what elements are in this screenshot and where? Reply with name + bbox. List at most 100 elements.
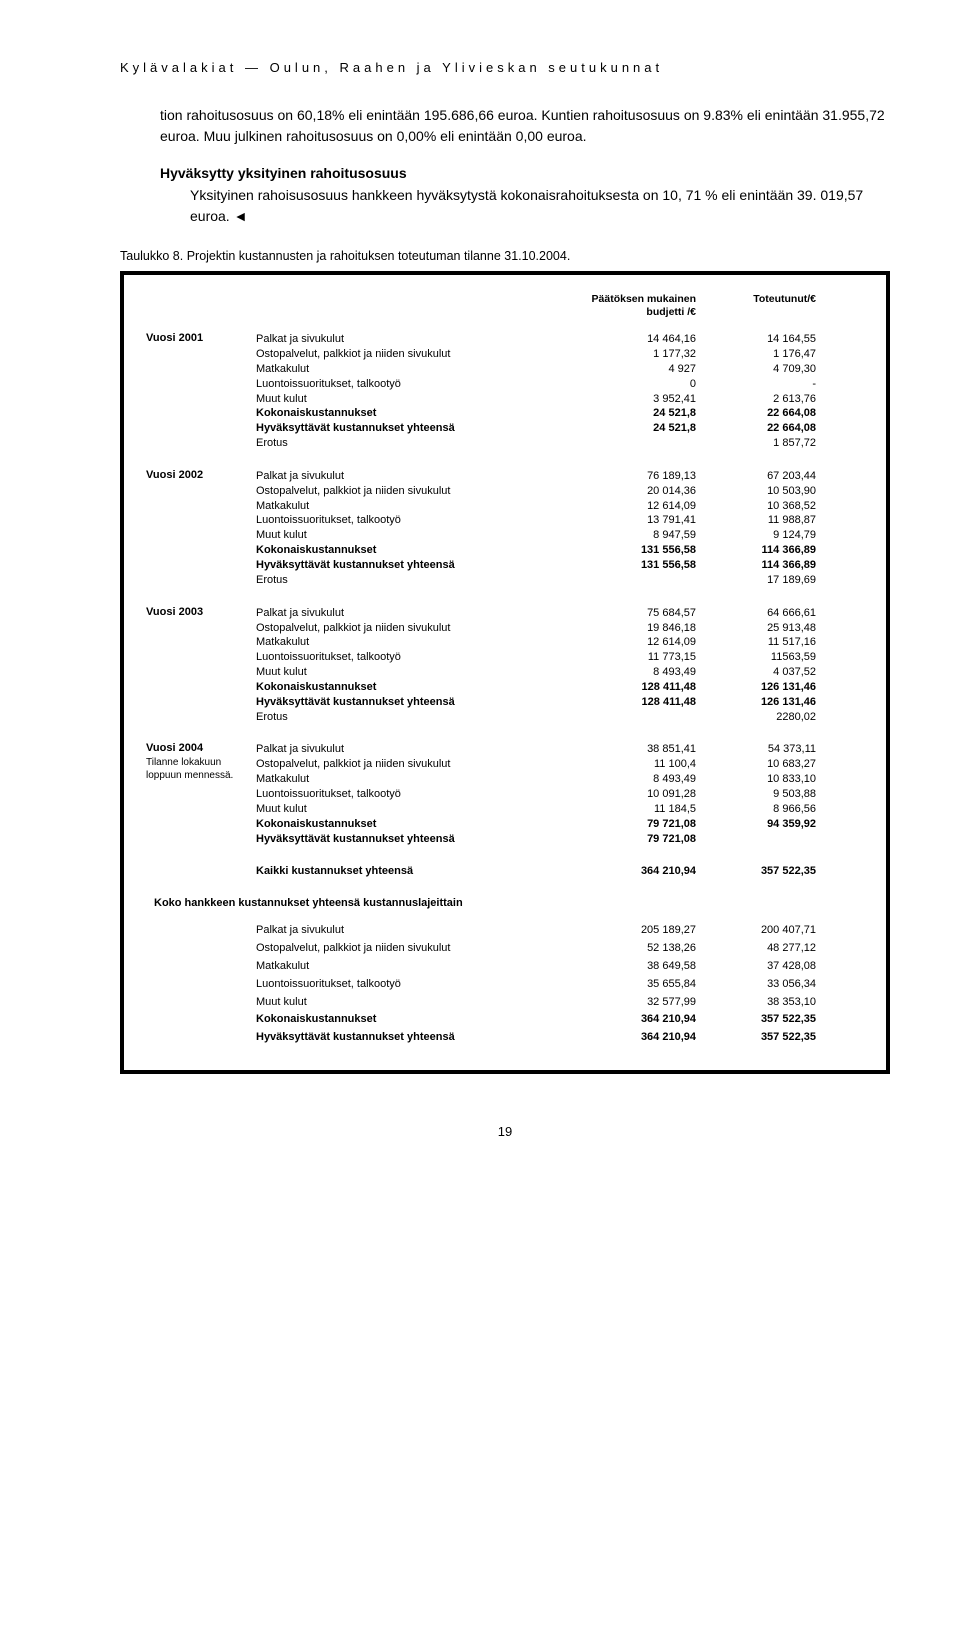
row-label: Luontoissuoritukset, talkootyö <box>256 513 576 528</box>
row-label: Erotus <box>256 436 576 451</box>
row-value-actual: 11 517,16 <box>696 635 816 650</box>
row-value-budget <box>576 436 696 451</box>
table-row: Hyväksyttävät kustannukset yhteensä79 72… <box>256 832 864 847</box>
sub-heading: Hyväksytty yksityinen rahoitusosuus <box>160 165 890 181</box>
row-value-budget: 76 189,13 <box>576 469 696 484</box>
row-label: Ostopalvelut, palkkiot ja niiden sivukul… <box>256 757 576 772</box>
table-row: Kokonaiskustannukset79 721,0894 359,92 <box>256 817 864 832</box>
table-row: Kokonaiskustannukset24 521,822 664,08 <box>256 406 864 421</box>
table-row: Palkat ja sivukulut38 851,4154 373,11 <box>256 742 864 757</box>
row-label: Matkakulut <box>256 362 576 377</box>
grand-total-label: Kaikki kustannukset yhteensä <box>256 864 576 879</box>
col-header-budget: Päätöksen mukainenbudjetti /€ <box>576 293 696 318</box>
row-value-budget: 8 493,49 <box>576 665 696 680</box>
row-value-budget: 12 614,09 <box>576 499 696 514</box>
row-value-actual: 11 988,87 <box>696 513 816 528</box>
row-label: Palkat ja sivukulut <box>256 606 576 621</box>
row-label: Ostopalvelut, palkkiot ja niiden sivukul… <box>256 347 576 362</box>
row-value-actual: 10 368,52 <box>696 499 816 514</box>
row-label: Ostopalvelut, palkkiot ja niiden sivukul… <box>256 484 576 499</box>
row-label: Palkat ja sivukulut <box>256 742 576 757</box>
row-value-budget: 32 577,99 <box>576 995 696 1010</box>
table-row: Erotus 17 189,69 <box>256 573 864 588</box>
table-row: Muut kulut8 493,494 037,52 <box>256 665 864 680</box>
row-value-budget: 8 947,59 <box>576 528 696 543</box>
row-label: Matkakulut <box>256 772 576 787</box>
row-value-actual: 357 522,35 <box>696 1012 816 1027</box>
row-label: Hyväksyttävät kustannukset yhteensä <box>256 421 576 436</box>
row-label: Muut kulut <box>256 995 576 1010</box>
table-row: Luontoissuoritukset, talkootyö10 091,289… <box>256 787 864 802</box>
row-value-budget: 3 952,41 <box>576 392 696 407</box>
cost-table: Päätöksen mukainenbudjetti /€ Toteutunut… <box>120 271 890 1074</box>
row-value-budget: 79 721,08 <box>576 832 696 847</box>
col-header-actual: Toteutunut/€ <box>696 293 816 318</box>
row-label: Hyväksyttävät kustannukset yhteensä <box>256 832 576 847</box>
row-label: Palkat ja sivukulut <box>256 332 576 347</box>
row-value-actual: - <box>696 377 816 392</box>
row-value-actual: 9 124,79 <box>696 528 816 543</box>
row-value-budget: 205 189,27 <box>576 923 696 938</box>
row-value-budget: 12 614,09 <box>576 635 696 650</box>
table-row: Muut kulut32 577,9938 353,10 <box>256 995 864 1010</box>
row-value-actual: 9 503,88 <box>696 787 816 802</box>
year-block: Vuosi 2002Palkat ja sivukulut76 189,1367… <box>146 469 864 588</box>
body-paragraph-2: Yksityinen rahoisusosuus hankkeen hyväks… <box>190 185 890 227</box>
row-value-actual: 10 683,27 <box>696 757 816 772</box>
row-value-actual: 4 037,52 <box>696 665 816 680</box>
table-row: Matkakulut8 493,4910 833,10 <box>256 772 864 787</box>
row-value-actual: 114 366,89 <box>696 543 816 558</box>
table-row: Palkat ja sivukulut14 464,1614 164,55 <box>256 332 864 347</box>
row-value-actual: 10 833,10 <box>696 772 816 787</box>
row-value-budget: 35 655,84 <box>576 977 696 992</box>
row-label: Luontoissuoritukset, talkootyö <box>256 787 576 802</box>
row-label: Kokonaiskustannukset <box>256 680 576 695</box>
row-value-actual: 17 189,69 <box>696 573 816 588</box>
row-label: Palkat ja sivukulut <box>256 469 576 484</box>
table-row: Kokonaiskustannukset131 556,58114 366,89 <box>256 543 864 558</box>
table-row: Luontoissuoritukset, talkootyö11 773,151… <box>256 650 864 665</box>
table-row: Kokonaiskustannukset128 411,48126 131,46 <box>256 680 864 695</box>
row-value-budget: 10 091,28 <box>576 787 696 802</box>
row-label: Erotus <box>256 710 576 725</box>
row-value-budget: 14 464,16 <box>576 332 696 347</box>
row-value-budget: 11 184,5 <box>576 802 696 817</box>
row-label: Erotus <box>256 573 576 588</box>
row-label: Palkat ja sivukulut <box>256 923 576 938</box>
row-value-budget: 24 521,8 <box>576 406 696 421</box>
row-value-actual: 1 176,47 <box>696 347 816 362</box>
row-value-actual: 22 664,08 <box>696 421 816 436</box>
row-value-actual <box>696 832 816 847</box>
row-label: Matkakulut <box>256 499 576 514</box>
row-value-actual: 14 164,55 <box>696 332 816 347</box>
row-label: Luontoissuoritukset, talkootyö <box>256 977 576 992</box>
row-value-actual: 126 131,46 <box>696 695 816 710</box>
row-value-budget: 38 649,58 <box>576 959 696 974</box>
row-value-actual: 25 913,48 <box>696 621 816 636</box>
body-paragraph-1: tion rahoitusosuus on 60,18% eli enintää… <box>160 105 890 147</box>
row-value-actual: 37 428,08 <box>696 959 816 974</box>
row-value-actual: 54 373,11 <box>696 742 816 757</box>
row-value-actual: 2 613,76 <box>696 392 816 407</box>
row-value-budget: 1 177,32 <box>576 347 696 362</box>
row-label: Matkakulut <box>256 635 576 650</box>
row-value-budget: 0 <box>576 377 696 392</box>
table-row: Ostopalvelut, palkkiot ja niiden sivukul… <box>256 941 864 956</box>
grand-total-row: Kaikki kustannukset yhteensä 364 210,94 … <box>146 864 864 879</box>
row-label: Matkakulut <box>256 959 576 974</box>
table-row: Erotus2280,02 <box>256 710 864 725</box>
table-row: Hyväksyttävät kustannukset yhteensä24 52… <box>256 421 864 436</box>
row-label: Hyväksyttävät kustannukset yhteensä <box>256 558 576 573</box>
row-value-budget: 11 773,15 <box>576 650 696 665</box>
year-label: Vuosi 2003 <box>146 606 256 725</box>
table-row: Hyväksyttävät kustannukset yhteensä128 4… <box>256 695 864 710</box>
table-caption: Taulukko 8. Projektin kustannusten ja ra… <box>120 249 890 263</box>
row-value-budget: 8 493,49 <box>576 772 696 787</box>
row-value-budget: 128 411,48 <box>576 680 696 695</box>
table-row: Palkat ja sivukulut75 684,5764 666,61 <box>256 606 864 621</box>
year-label: Vuosi 2001 <box>146 332 256 451</box>
row-value-budget: 4 927 <box>576 362 696 377</box>
page-number: 19 <box>120 1124 890 1139</box>
table-row: Erotus1 857,72 <box>256 436 864 451</box>
table-row: Matkakulut12 614,0911 517,16 <box>256 635 864 650</box>
